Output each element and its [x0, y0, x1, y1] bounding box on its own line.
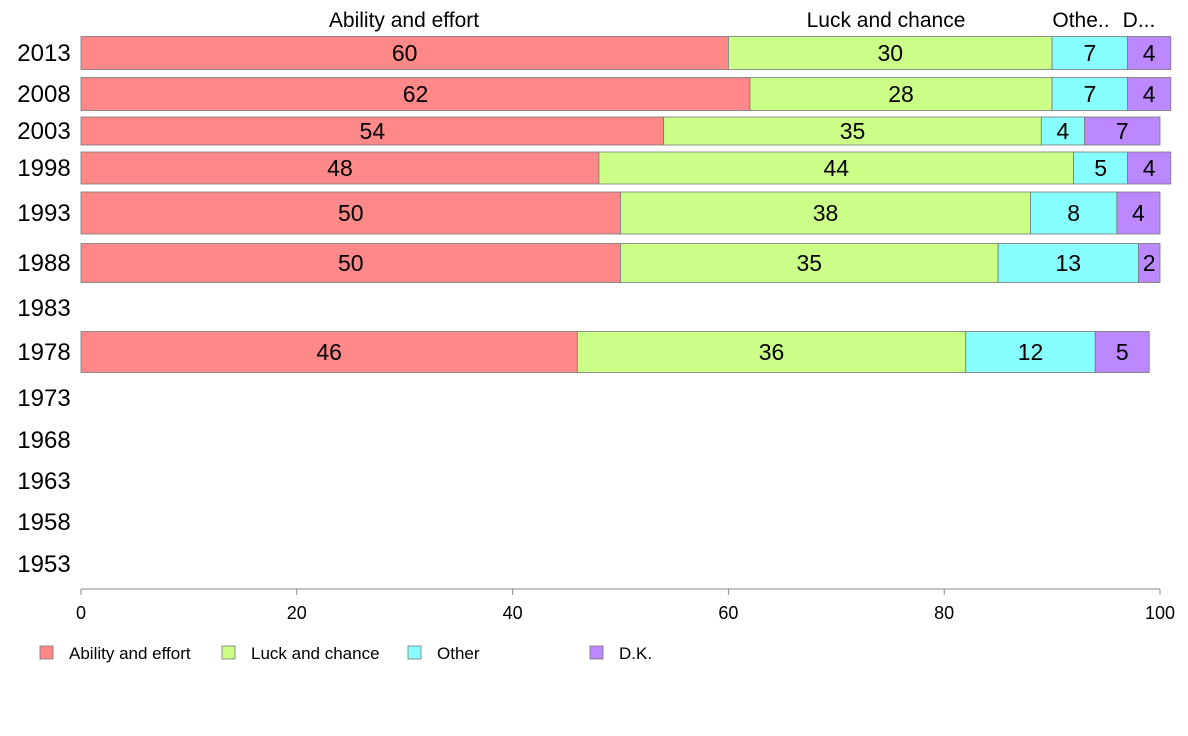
bar-ability-and-effort-1993 [80, 191, 621, 235]
bar-d-k-1993 [1116, 191, 1161, 235]
value-label-ability-and-effort-1978: 46 [316, 339, 342, 365]
value-label-luck-and-chance-1998: 44 [824, 155, 850, 181]
x-tick-label-40: 40 [503, 603, 523, 623]
x-tick-label-100: 100 [1145, 603, 1175, 623]
legend-label-other: Other [437, 644, 480, 663]
bar-ability-and-effort-1998 [80, 151, 600, 185]
value-label-luck-and-chance-1978: 36 [759, 339, 785, 365]
bar-d-k-2013 [1127, 36, 1172, 70]
value-label-luck-and-chance-2003: 35 [840, 118, 866, 144]
value-label-ability-and-effort-1998: 48 [327, 155, 353, 181]
value-label-d-k-1988: 2 [1143, 250, 1156, 276]
bar-ability-and-effort-2013 [80, 36, 729, 70]
bar-other-1988 [997, 243, 1139, 283]
bar-luck-and-chance-1988 [620, 243, 999, 283]
value-label-other-1998: 5 [1094, 155, 1107, 181]
legend-swatch-d-k [589, 645, 604, 660]
legend-swatch-other [407, 645, 422, 660]
year-label-1973: 1973 [17, 385, 70, 412]
value-label-ability-and-effort-1993: 50 [338, 200, 364, 226]
bar-d-k-2008 [1127, 77, 1172, 111]
bar-luck-and-chance-1993 [620, 191, 1031, 235]
year-label-1958: 1958 [17, 509, 70, 536]
value-label-other-2003: 4 [1056, 118, 1069, 144]
bar-other-2008 [1051, 77, 1129, 111]
value-label-d-k-2013: 4 [1143, 40, 1156, 66]
bar-d-k-1978 [1094, 331, 1150, 373]
x-axis: 0 20 40 60 80 100 [76, 588, 1175, 623]
bar-d-k-1998 [1127, 151, 1172, 185]
bar-d-k-2003 [1084, 116, 1161, 146]
value-label-ability-and-effort-2008: 62 [403, 81, 429, 107]
value-label-other-1988: 13 [1055, 250, 1081, 276]
year-label-1998: 1998 [17, 155, 70, 182]
column-headers: Ability and effort Luck and chance Othe.. D… [329, 9, 1155, 32]
column-header-luck-and-chance: Luck and chance [807, 9, 966, 32]
column-header-ability-and-effort: Ability and effort [329, 9, 479, 32]
bar-luck-and-chance-1998 [598, 151, 1075, 185]
year-label-1993: 1993 [17, 200, 70, 227]
bar-luck-and-chance-1978 [576, 331, 967, 373]
value-label-ability-and-effort-2013: 60 [392, 40, 418, 66]
value-label-other-2013: 7 [1083, 40, 1096, 66]
value-label-d-k-1998: 4 [1143, 155, 1156, 181]
value-label-other-1993: 8 [1067, 200, 1080, 226]
legend-label-d-k: D.K. [619, 644, 652, 663]
value-label-luck-and-chance-2013: 30 [877, 40, 903, 66]
legend: Ability and effort Luck and chance Other D.… [39, 644, 652, 663]
bar-luck-and-chance-2013 [728, 36, 1053, 70]
bars-layer: 60 30 7 462 28 7 454 35 4 748 44 5 450 38 8 450 35 13 246 3… [80, 36, 1172, 373]
year-label-1983: 1983 [17, 295, 70, 322]
bar-d-k-1988 [1138, 243, 1161, 283]
bar-ability-and-effort-1978 [80, 331, 578, 373]
year-label-1963: 1963 [17, 468, 70, 495]
value-label-ability-and-effort-2003: 54 [360, 118, 386, 144]
value-label-d-k-1978: 5 [1116, 339, 1129, 365]
value-label-d-k-2008: 4 [1143, 81, 1156, 107]
year-label-1953: 1953 [17, 551, 70, 578]
bar-other-2013 [1051, 36, 1129, 70]
bar-other-1978 [965, 331, 1096, 373]
legend-swatch-ability-and-effort [39, 645, 54, 660]
x-tick-label-80: 80 [934, 603, 954, 623]
legend-swatch-luck-and-chance [221, 645, 236, 660]
value-label-luck-and-chance-2008: 28 [888, 81, 914, 107]
year-label-1988: 1988 [17, 250, 70, 277]
bar-ability-and-effort-1988 [80, 243, 621, 283]
year-labels: 2013 2008 2003 1998 1993 1988 1983 1978 1973 1968… [17, 40, 70, 578]
x-tick-label-60: 60 [718, 603, 738, 623]
year-label-2008: 2008 [17, 81, 70, 108]
x-tick-label-20: 20 [287, 603, 307, 623]
column-header-othe: Othe.. [1052, 9, 1109, 32]
bar-luck-and-chance-2003 [663, 116, 1042, 146]
value-label-luck-and-chance-1988: 35 [797, 250, 823, 276]
year-label-1968: 1968 [17, 427, 70, 454]
bar-ability-and-effort-2003 [80, 116, 665, 146]
bar-other-1993 [1030, 191, 1118, 235]
year-label-2013: 2013 [17, 40, 70, 67]
value-label-luck-and-chance-1993: 38 [813, 200, 839, 226]
bar-luck-and-chance-2008 [749, 77, 1053, 111]
legend-label-luck-and-chance: Luck and chance [251, 644, 380, 663]
x-tick-label-0: 0 [76, 603, 86, 623]
year-label-2003: 2003 [17, 118, 70, 145]
bar-ability-and-effort-2008 [80, 77, 751, 111]
legend-label-ability-and-effort: Ability and effort [69, 644, 191, 663]
column-header-d: D... [1123, 9, 1156, 32]
value-label-ability-and-effort-1988: 50 [338, 250, 364, 276]
value-label-other-2008: 7 [1083, 81, 1096, 107]
value-label-d-k-1993: 4 [1132, 200, 1145, 226]
value-label-other-1978: 12 [1018, 339, 1044, 365]
year-label-1978: 1978 [17, 339, 70, 366]
value-label-d-k-2003: 7 [1116, 118, 1129, 144]
